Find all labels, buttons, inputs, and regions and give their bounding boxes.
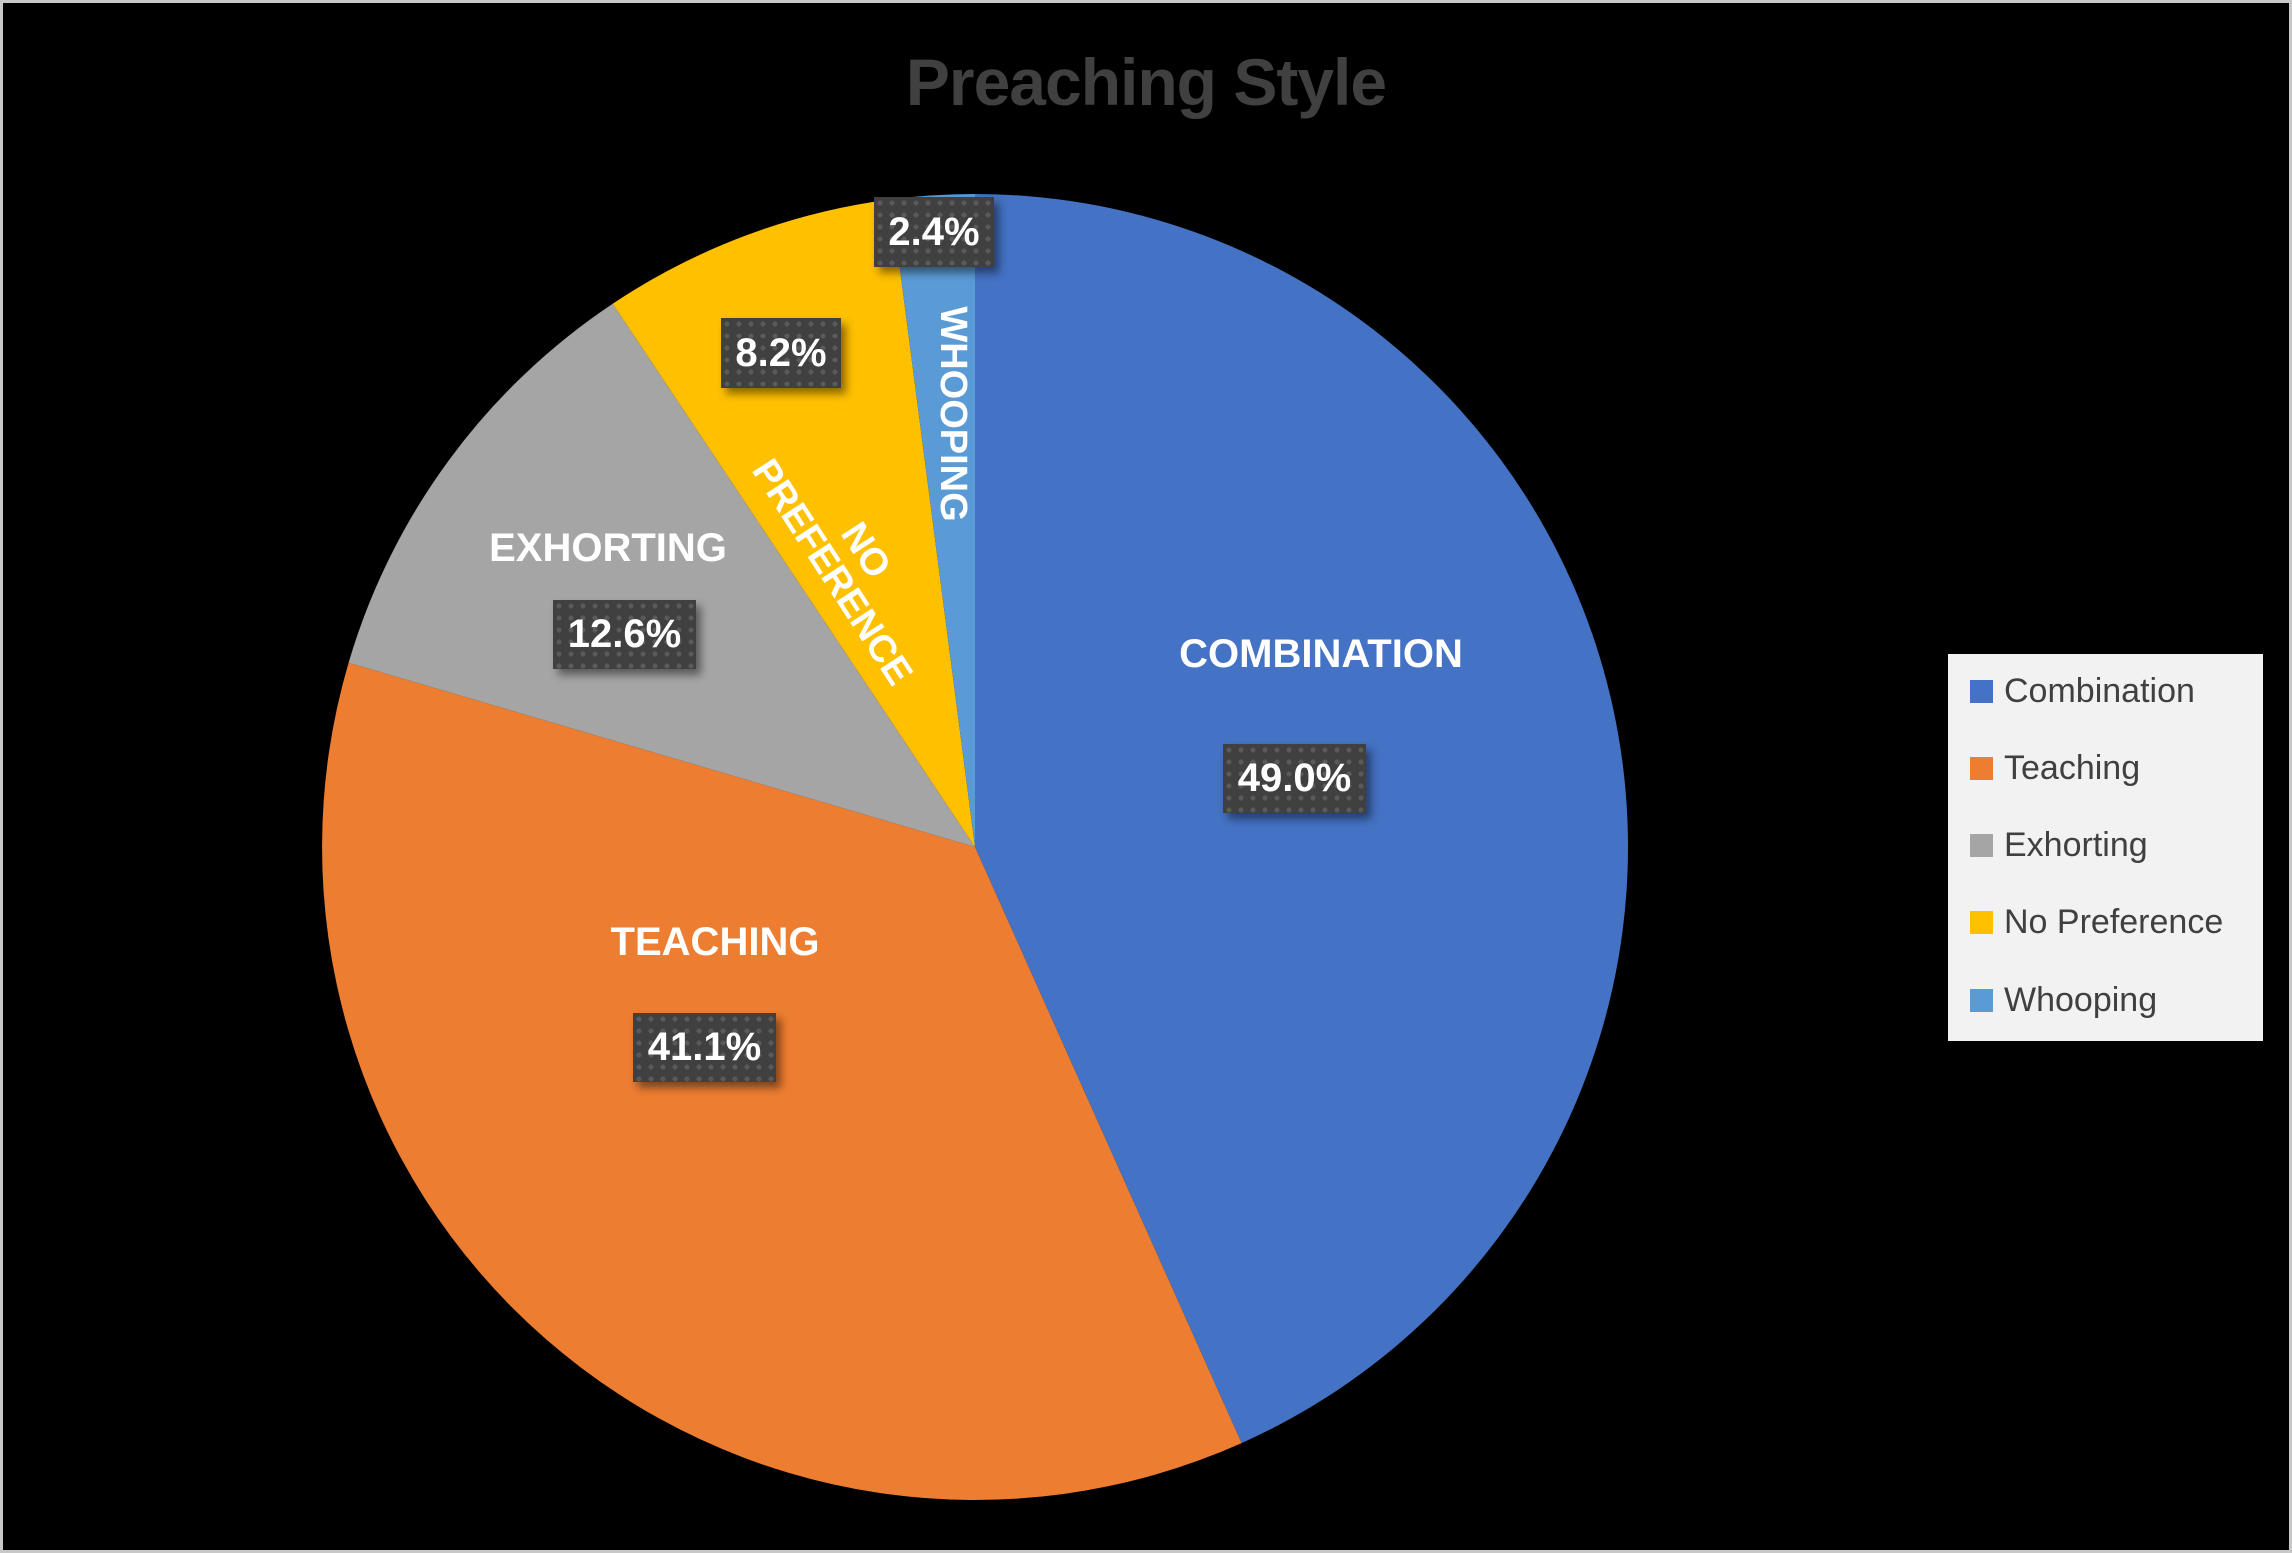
legend-swatch-exhorting [1970, 833, 1993, 857]
slice-combination[interactable] [975, 194, 1629, 1444]
legend-label: Whooping [2004, 980, 2158, 1019]
label-teaching: TEACHING [610, 920, 820, 964]
legend-item-exhorting[interactable]: Exhorting [1970, 825, 2148, 865]
legend-label: Combination [2004, 671, 2195, 710]
legend-swatch-combination [1970, 679, 1993, 703]
legend-item-whooping[interactable]: Whooping [1970, 980, 2157, 1020]
value-no-preference: 8.2% [721, 318, 841, 388]
label-combination: COMBINATION [1179, 632, 1463, 676]
value-exhorting: 12.6% [553, 600, 696, 669]
legend-label: Exhorting [2004, 825, 2148, 864]
label-exhorting: EXHORTING [489, 526, 727, 570]
value-combination: 49.0% [1223, 744, 1366, 813]
legend-label: No Preference [2004, 902, 2224, 941]
value-teaching: 41.1% [633, 1013, 776, 1082]
value-whooping: 2.4% [874, 197, 994, 267]
legend-item-no-preference[interactable]: No Preference [1970, 902, 2223, 942]
legend-swatch-no-preference [1970, 910, 1993, 934]
legend-swatch-teaching [1970, 756, 1993, 780]
slice-exhorting[interactable] [348, 303, 976, 847]
legend-item-teaching[interactable]: Teaching [1970, 748, 2140, 788]
legend-label: Teaching [2004, 748, 2141, 787]
legend-item-combination[interactable]: Combination [1970, 671, 2195, 711]
slice-teaching[interactable] [322, 662, 1242, 1500]
slice-no-preference[interactable] [612, 199, 975, 847]
chart-title: Preaching Style [905, 45, 1387, 119]
slice-whooping[interactable] [890, 193, 975, 847]
legend: Combination Teaching Exhorting No Prefer… [1948, 654, 2263, 1041]
legend-swatch-whooping [1970, 988, 1993, 1012]
label-whooping: WHOOPING [931, 306, 974, 522]
